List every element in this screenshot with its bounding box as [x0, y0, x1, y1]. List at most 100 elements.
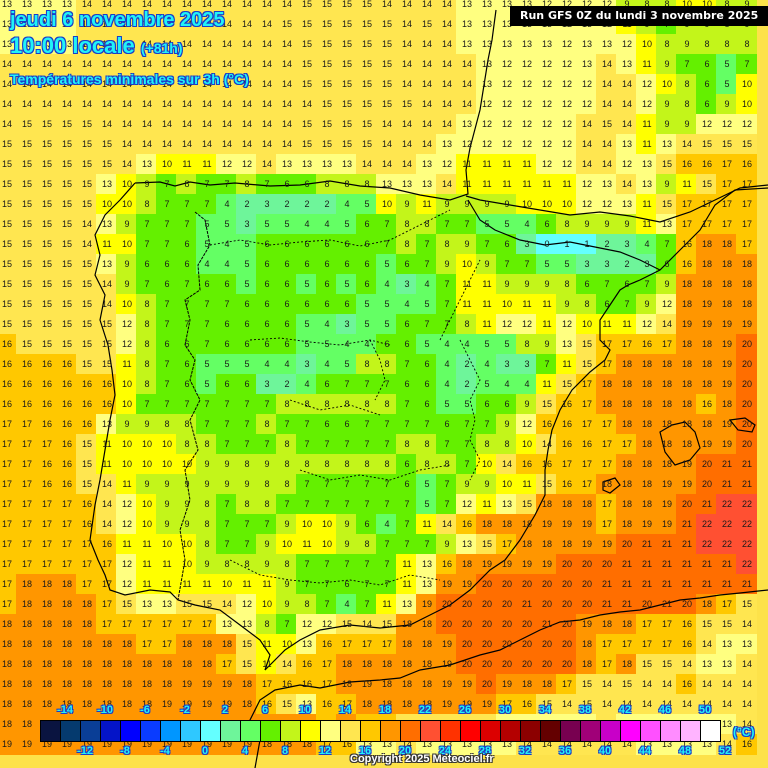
temperature-value: 15	[341, 119, 352, 129]
temperature-cell	[36, 74, 57, 95]
temperature-value: 15	[701, 619, 712, 629]
temperature-value: 20	[481, 639, 492, 649]
temperature-value: 14	[181, 119, 192, 129]
temperature-value: 15	[581, 679, 592, 689]
temperature-value: 6	[664, 259, 670, 269]
temperature-cell	[316, 134, 337, 155]
temperature-value: 11	[562, 359, 572, 369]
temperature-value: 14	[221, 119, 232, 129]
temperature-value: 13	[441, 139, 452, 149]
temperature-cell	[196, 34, 217, 55]
temperature-value: 4	[404, 299, 410, 309]
temperature-cell	[436, 74, 457, 95]
temperature-value: 12	[241, 159, 252, 169]
legend-swatch	[681, 721, 701, 741]
temperature-value: 16	[681, 679, 692, 689]
temperature-value: 5	[364, 319, 370, 329]
temperature-value: 13	[721, 639, 732, 649]
temperature-value: 13	[461, 0, 472, 9]
temperature-value: 10	[161, 539, 172, 549]
temperature-value: 16	[741, 739, 752, 749]
temperature-value: 6	[704, 59, 710, 69]
temperature-cell	[356, 34, 377, 55]
temperature-cell	[696, 134, 717, 155]
temperature-value: 7	[284, 619, 290, 629]
temperature-value: 15	[361, 79, 372, 89]
temperature-value: 14	[241, 19, 252, 29]
temperature-cell	[176, 114, 197, 135]
temperature-value: 12	[501, 79, 512, 89]
temperature-value: 13	[621, 139, 632, 149]
temperature-value: 7	[324, 599, 330, 609]
temperature-value: 7	[184, 399, 190, 409]
temperature-cell	[416, 94, 437, 115]
temperature-value: 17	[1, 579, 12, 589]
temperature-cell	[316, 154, 337, 175]
temperature-value: 8	[584, 299, 590, 309]
temperature-value: 17	[321, 679, 332, 689]
temperature-value: 19	[721, 319, 732, 329]
temperature-value: 17	[501, 539, 512, 549]
temperature-value: 8	[684, 79, 690, 89]
temperature-cell	[0, 74, 17, 95]
temperature-value: 9	[664, 59, 670, 69]
temperature-value: 15	[101, 339, 112, 349]
temperature-cell	[416, 74, 437, 95]
temperature-value: 18	[681, 399, 692, 409]
temperature-value: 14	[101, 59, 112, 69]
temperature-value: 20	[741, 339, 752, 349]
temperature-cell	[396, 114, 417, 135]
temperature-value: 20	[741, 359, 752, 369]
temperature-value: 4	[644, 239, 650, 249]
temperature-value: 20	[521, 639, 532, 649]
temperature-value: 14	[401, 39, 412, 49]
temperature-value: 14	[1, 119, 12, 129]
temperature-value: 19	[521, 559, 532, 569]
temperature-value: 14	[121, 159, 132, 169]
temperature-value: 6	[164, 279, 170, 289]
temperature-cell	[436, 54, 457, 75]
legend-label-top: 46	[658, 704, 672, 716]
legend-label-top: 50	[698, 704, 712, 716]
temperature-cell	[336, 0, 357, 15]
temperature-value: 6	[404, 479, 410, 489]
temperature-value: 8	[324, 179, 330, 189]
temperature-cell	[56, 34, 77, 55]
temperature-cell	[476, 54, 497, 75]
legend-label-top: 14	[338, 704, 352, 716]
temperature-value: 17	[41, 499, 52, 509]
temperature-cell	[636, 134, 657, 155]
temperature-value: 14	[461, 79, 472, 89]
temperature-cell	[176, 154, 197, 175]
temperature-value: 15	[381, 59, 392, 69]
legend-label-top: 6	[261, 704, 269, 716]
temperature-value: 11	[122, 539, 132, 549]
temperature-value: 18	[721, 239, 732, 249]
temperature-value: 17	[681, 199, 692, 209]
temperature-value: 18	[141, 679, 152, 689]
temperature-value: 18	[41, 659, 52, 669]
temperature-value: 15	[721, 139, 732, 149]
temperature-value: 9	[264, 539, 270, 549]
temperature-value: 8	[364, 399, 370, 409]
temperature-value: 21	[541, 619, 552, 629]
temperature-value: 11	[682, 179, 692, 189]
temperature-value: 6	[244, 319, 250, 329]
temperature-value: 16	[41, 359, 52, 369]
temperature-value: 8	[384, 459, 390, 469]
legend-swatch	[601, 721, 621, 741]
temperature-value: 8	[264, 499, 270, 509]
temperature-value: 10	[141, 499, 152, 509]
temperature-cell	[436, 94, 457, 115]
temperature-value: 7	[244, 419, 250, 429]
temperature-value: 17	[21, 499, 32, 509]
temperature-value: 15	[341, 139, 352, 149]
temperature-cell	[276, 0, 297, 15]
temperature-value: 13	[341, 159, 352, 169]
temperature-cell	[476, 134, 497, 155]
temperature-value: 7	[284, 419, 290, 429]
temperature-value: 18	[701, 419, 712, 429]
legend-swatch	[161, 721, 181, 741]
temperature-value: 12	[581, 179, 592, 189]
forecast-time: 10:00 locale (+81h)	[10, 33, 183, 59]
